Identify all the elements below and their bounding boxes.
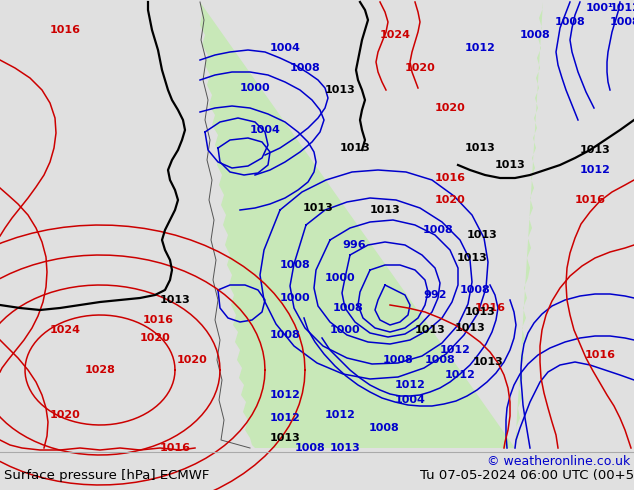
Text: 1013: 1013	[370, 205, 401, 215]
Text: 1016: 1016	[160, 443, 190, 453]
Text: 1013: 1013	[465, 307, 495, 317]
Text: 1020: 1020	[404, 63, 436, 73]
Text: 1012: 1012	[269, 390, 301, 400]
Text: 1000: 1000	[240, 83, 270, 93]
Text: 1008: 1008	[520, 30, 550, 40]
Text: © weatheronline.co.uk: © weatheronline.co.uk	[487, 455, 630, 468]
Text: 1012: 1012	[269, 413, 301, 423]
Text: 1013: 1013	[415, 325, 445, 335]
Text: 1008: 1008	[290, 63, 320, 73]
Text: 1000: 1000	[325, 273, 355, 283]
Text: 1013: 1013	[456, 253, 488, 263]
Text: Surface pressure [hPa] ECMWF: Surface pressure [hPa] ECMWF	[4, 469, 209, 482]
Text: 1013: 1013	[160, 295, 190, 305]
Text: 1024: 1024	[49, 325, 81, 335]
Text: 1016: 1016	[49, 25, 81, 35]
Text: 1013: 1013	[340, 143, 370, 153]
Text: 1020: 1020	[49, 410, 81, 420]
Text: 1013: 1013	[465, 143, 495, 153]
Text: 1020: 1020	[177, 355, 207, 365]
Text: 1020: 1020	[435, 103, 465, 113]
Text: 1008: 1008	[295, 443, 325, 453]
Text: 1016: 1016	[585, 350, 616, 360]
Text: 1000: 1000	[330, 325, 360, 335]
Text: 1008: 1008	[383, 355, 413, 365]
Text: 1016: 1016	[143, 315, 174, 325]
Text: 1004: 1004	[269, 43, 301, 53]
Text: 1020: 1020	[139, 333, 171, 343]
Text: 1012: 1012	[439, 345, 470, 355]
Text: 1013: 1013	[330, 443, 360, 453]
Text: 992: 992	[424, 290, 447, 300]
Text: 1012: 1012	[609, 3, 634, 13]
Text: 1020: 1020	[435, 195, 465, 205]
Text: 1024: 1024	[380, 30, 410, 40]
Text: 100¹: 100¹	[586, 3, 614, 13]
Text: 1004: 1004	[394, 395, 425, 405]
Text: 1013: 1013	[579, 145, 611, 155]
Text: 1008: 1008	[555, 17, 585, 27]
Text: 1004: 1004	[250, 125, 280, 135]
Text: 1008: 1008	[610, 17, 634, 27]
Text: 1008: 1008	[460, 285, 490, 295]
Text: 1028: 1028	[84, 365, 115, 375]
Text: 1000: 1000	[280, 293, 310, 303]
Text: 1013: 1013	[302, 203, 333, 213]
Text: 1013: 1013	[467, 230, 498, 240]
Text: 1008: 1008	[269, 330, 301, 340]
Text: 1008: 1008	[368, 423, 399, 433]
Text: 1012: 1012	[325, 410, 356, 420]
Text: 1008: 1008	[423, 225, 453, 235]
Text: 1012: 1012	[579, 165, 611, 175]
Text: 1012: 1012	[465, 43, 495, 53]
Text: 1016: 1016	[474, 303, 505, 313]
Text: 1008: 1008	[280, 260, 311, 270]
Text: 1012: 1012	[394, 380, 425, 390]
Text: 1016: 1016	[574, 195, 605, 205]
Text: 1016: 1016	[434, 173, 465, 183]
Text: 1013: 1013	[269, 433, 301, 443]
Text: Tu 07-05-2024 06:00 UTC (00+54): Tu 07-05-2024 06:00 UTC (00+54)	[420, 469, 634, 482]
Text: 1013: 1013	[325, 85, 356, 95]
Text: 1013: 1013	[455, 323, 486, 333]
Text: 1013: 1013	[495, 160, 526, 170]
Text: 996: 996	[342, 240, 366, 250]
Text: 1013: 1013	[472, 357, 503, 367]
Polygon shape	[200, 2, 543, 448]
Text: 1008: 1008	[425, 355, 455, 365]
Text: 1012: 1012	[444, 370, 476, 380]
Text: 1008: 1008	[333, 303, 363, 313]
